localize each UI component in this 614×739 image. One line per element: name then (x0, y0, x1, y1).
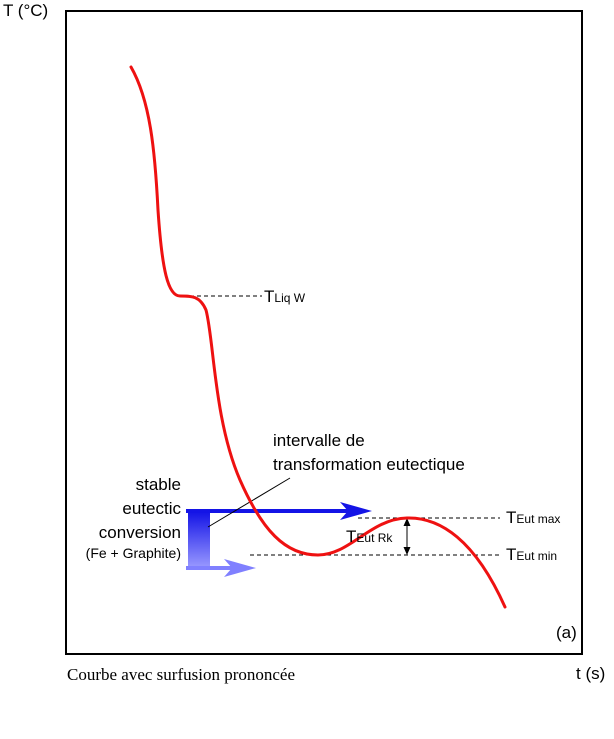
t-eut-max-sub: Eut max (516, 512, 560, 526)
t-eut-max-main: T (506, 508, 516, 527)
interval-label-line2: transformation eutectique (273, 455, 465, 474)
interval-label-line1: intervalle de (273, 431, 365, 450)
plot-frame (65, 10, 583, 655)
t-eut-max-label: TEut max (506, 508, 560, 527)
stable-label-line2: eutectic (122, 499, 181, 518)
stable-conversion-bar (188, 512, 210, 568)
t-eut-rk-arrow-bottom (403, 547, 411, 555)
stable-label-line1: stable (136, 475, 181, 494)
stable-label-line4: (Fe + Graphite) (86, 545, 181, 561)
cooling-curve (129, 65, 507, 609)
t-eut-rk-sub: Eut Rk (356, 531, 393, 545)
panel-label: (a) (556, 623, 577, 642)
t-eut-rk-main: T (346, 527, 356, 546)
t-liq-sub: Liq W (274, 291, 305, 305)
x-axis-label: t (s) (576, 664, 605, 683)
t-eut-min-label: TEut min (506, 545, 557, 564)
t-liq-label: TLiq W (264, 287, 306, 306)
interval-leader-line (207, 477, 291, 528)
t-eut-rk-arrow-top (403, 518, 411, 526)
t-liq-main: T (264, 287, 274, 306)
t-eut-min-sub: Eut min (516, 549, 557, 563)
y-axis-label: T (°C) (3, 1, 48, 20)
t-eut-min-main: T (506, 545, 516, 564)
t-eut-rk-label: TEut Rk (346, 527, 393, 546)
stable-arrow-lower-head (224, 559, 256, 577)
caption: Courbe avec surfusion prononcée (67, 665, 295, 684)
stable-label-line3: conversion (99, 523, 181, 542)
stable-arrow-upper-head (340, 502, 372, 520)
